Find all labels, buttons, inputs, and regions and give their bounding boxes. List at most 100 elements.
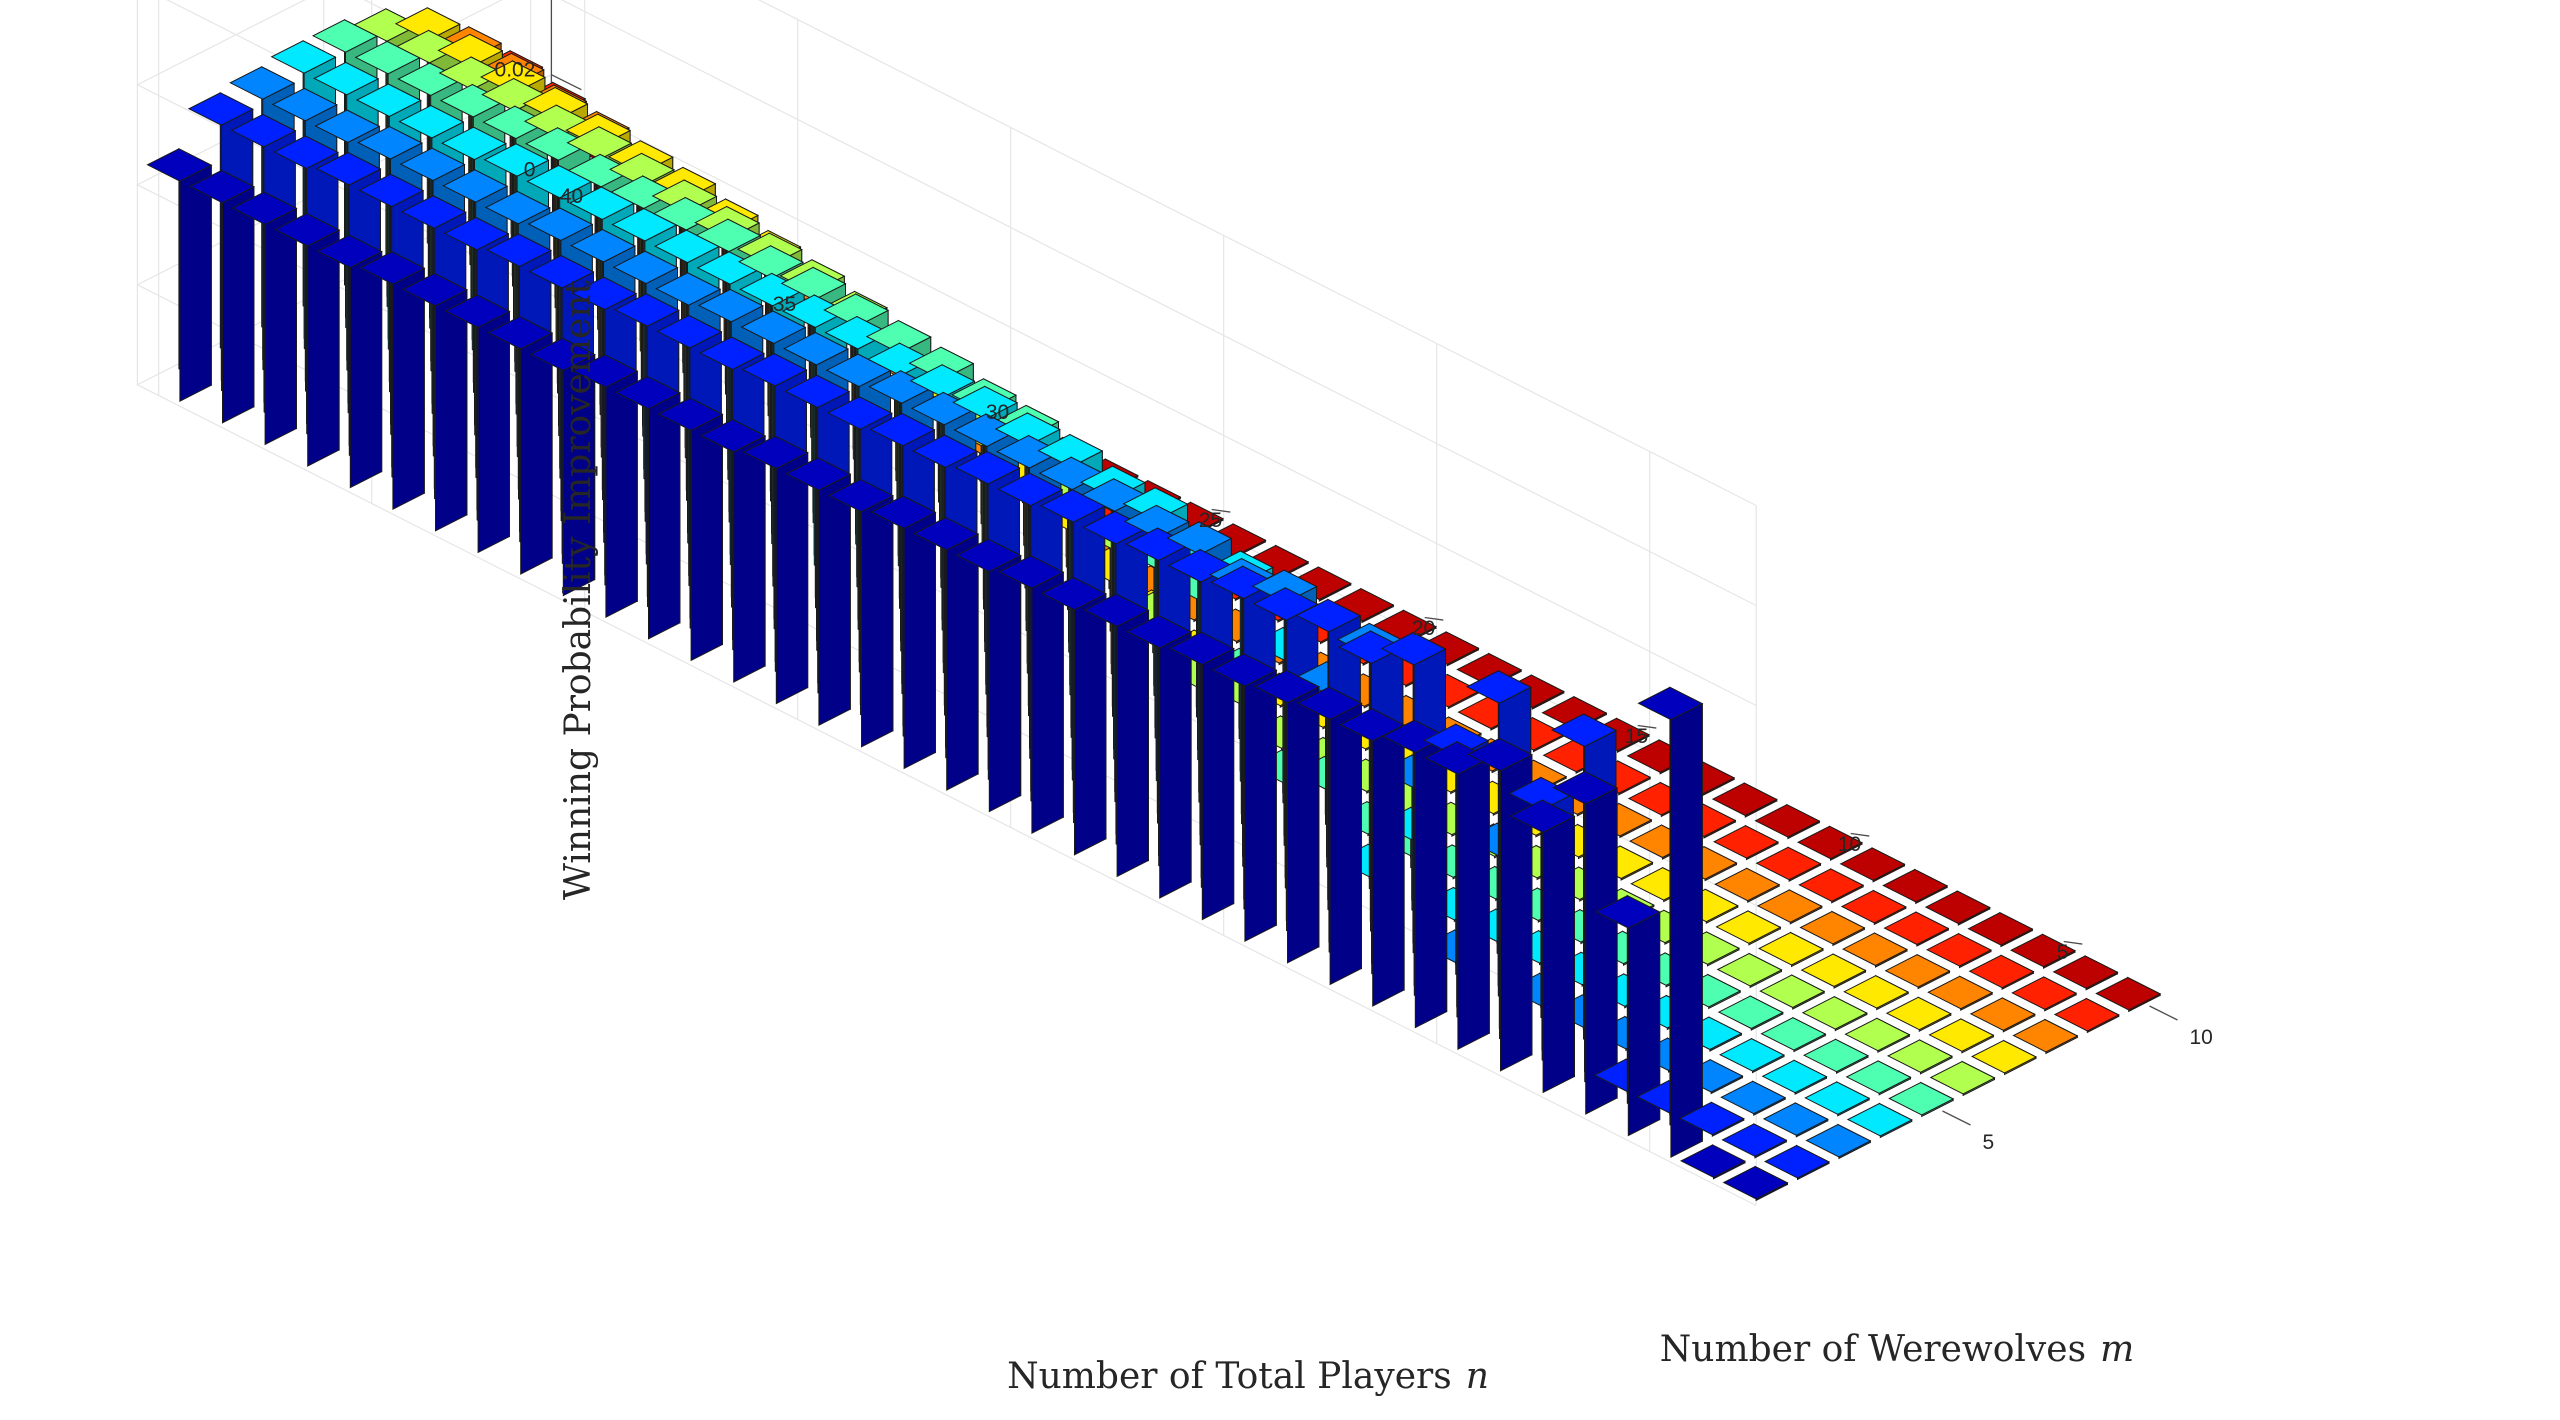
bar-face-top xyxy=(401,272,469,307)
bar-face-top xyxy=(1637,686,1704,721)
bar-n7-m5 xyxy=(1717,995,1784,1031)
bar-face-top xyxy=(353,8,420,42)
bar-face-top xyxy=(953,413,1020,447)
bar-face-side xyxy=(946,533,979,791)
bar-n30-m1 xyxy=(572,353,639,619)
bar-face-side xyxy=(605,370,638,619)
bar-n40-m1 xyxy=(146,147,213,403)
bar-face-top xyxy=(657,397,724,431)
bar-face-top xyxy=(2052,955,2119,989)
bar-face-side xyxy=(733,435,766,683)
bar-face-side xyxy=(818,473,851,727)
bar-face-top xyxy=(1801,996,1868,1030)
bar-n3-m1 xyxy=(1722,1165,1789,1202)
bar-n18-m1 xyxy=(1083,593,1150,878)
bar-face-top xyxy=(1715,910,1782,944)
grid-line-z xyxy=(363,0,1757,707)
bar-face-side xyxy=(435,288,468,532)
bar-face-top xyxy=(354,40,421,75)
bar-face-top xyxy=(1466,737,1534,772)
bar-face-top xyxy=(437,33,504,68)
bar-n35-m1 xyxy=(359,250,426,511)
x-tick-label: 20 xyxy=(1412,617,1435,640)
bar-n15-m1 xyxy=(1211,652,1278,943)
bar-n31-m1 xyxy=(529,337,596,597)
bar-n9-m7 xyxy=(1715,910,1782,946)
bar-face-top xyxy=(1718,1038,1786,1072)
x-axis-title: Number of Total Players n xyxy=(1007,1356,1489,1397)
bar-face-top xyxy=(567,153,634,188)
bar-face-top xyxy=(1888,1081,1955,1116)
bar-face-side xyxy=(264,207,297,446)
x-tick-label: 35 xyxy=(773,293,796,316)
bar-face-side xyxy=(520,332,553,575)
bar-face-top xyxy=(1757,931,1825,966)
y-tick-label: 5 xyxy=(1983,1131,1995,1154)
bar-face-top xyxy=(1552,771,1619,805)
bar-face-top xyxy=(1762,1102,1829,1136)
bar-face-top xyxy=(1799,910,1866,945)
bar-face-top xyxy=(274,213,341,247)
bar-n3-m6 xyxy=(1929,1060,1996,1097)
bar-face-top xyxy=(397,62,464,96)
bar-face-top xyxy=(1754,804,1821,838)
bar-face-side xyxy=(1542,815,1575,1094)
bar-face-top xyxy=(1123,504,1190,539)
bar-n3-m2 xyxy=(1763,1144,1831,1181)
bar-face-top xyxy=(527,207,594,241)
bar-face-top xyxy=(572,354,639,388)
bar-n37-m1 xyxy=(274,212,341,467)
bar-face-top xyxy=(443,216,510,251)
bar-face-top xyxy=(1594,895,1661,929)
bar-face-top xyxy=(1251,569,1318,604)
bar-face-side xyxy=(477,310,510,554)
bar-n7-m7 xyxy=(1800,953,1867,989)
bar-face-top xyxy=(1927,975,1994,1010)
bar-face-top xyxy=(522,87,589,121)
bar-n5-m6 xyxy=(1844,1017,1911,1054)
bar-face-top xyxy=(865,320,932,354)
bar-face-top xyxy=(1168,631,1235,666)
bar-face-top xyxy=(187,92,254,126)
bar-face-top xyxy=(1844,1017,1911,1052)
bar-face-top xyxy=(1755,846,1822,881)
x-tick-label: 40 xyxy=(560,185,583,208)
bar-face-top xyxy=(1805,1123,1872,1158)
bar-face-top xyxy=(439,84,506,118)
bar-face-top xyxy=(1712,825,1780,859)
bar-face-top xyxy=(1760,1017,1827,1051)
bar-face-top xyxy=(571,276,638,311)
bar-face-top xyxy=(784,374,851,409)
bar-face-side xyxy=(1670,702,1703,1159)
bar-n5-m2 xyxy=(1678,1101,1745,1138)
bar-face-side xyxy=(1074,592,1107,856)
z-tick-mark xyxy=(551,74,582,91)
bar-face-top xyxy=(2012,1018,2079,1053)
bar-n29-m1 xyxy=(614,375,682,640)
bar-face-top xyxy=(1883,911,1950,946)
bar-face-top xyxy=(484,190,551,225)
bar-face-top xyxy=(398,105,465,139)
bar-face-top xyxy=(1882,868,1949,903)
bar-face-top xyxy=(1846,1102,1913,1137)
bar-face-side xyxy=(1244,669,1277,943)
bar-face-top xyxy=(742,435,809,470)
bar-face-top xyxy=(1798,868,1865,902)
bar-face-top xyxy=(1763,1144,1831,1179)
bar-face-side xyxy=(1329,702,1362,986)
bar-n27-m1 xyxy=(700,418,767,683)
bar-n4-m7 xyxy=(1928,1018,1995,1054)
bar-face-top xyxy=(825,353,892,388)
bar-face-top xyxy=(1840,889,1907,924)
bar-n11-m9 xyxy=(1712,824,1780,861)
bar-face-top xyxy=(740,310,807,344)
bar-face-side xyxy=(988,554,1022,813)
bar-face-top xyxy=(231,191,298,225)
bar-face-top xyxy=(529,337,596,372)
bar-face-top xyxy=(1839,847,1906,881)
bar-face-top xyxy=(566,126,633,160)
bar-face-top xyxy=(954,451,1021,485)
bar-n11-m1 xyxy=(1381,719,1448,1029)
bar-face-top xyxy=(1841,932,1909,967)
bar-face-top xyxy=(1037,434,1104,468)
